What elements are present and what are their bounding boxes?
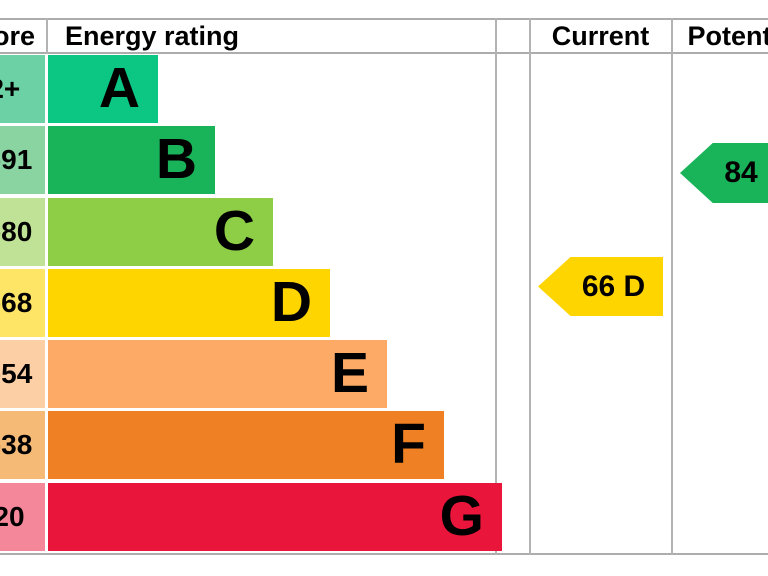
top-border-line xyxy=(0,18,768,20)
score-cell-a: 92+ xyxy=(0,55,45,123)
band-row-b: 81-91 B xyxy=(0,126,768,194)
score-range-b: 81-91 xyxy=(0,144,33,175)
band-row-d: 55-68 D xyxy=(0,269,768,337)
energy-rating-column-header: Energy rating xyxy=(65,21,240,51)
score-column-header: Score xyxy=(0,21,36,51)
score-range-d: 55-68 xyxy=(0,287,33,318)
band-bar-g: G xyxy=(48,483,502,551)
current-column-header: Current xyxy=(551,21,650,51)
current-column-left-divider xyxy=(529,18,531,555)
band-row-a: 92+ A xyxy=(0,55,768,123)
band-letter-b: B xyxy=(155,127,197,191)
header-bottom-line xyxy=(0,52,768,54)
score-cell-c: 69-80 xyxy=(0,198,45,266)
bottom-border-line xyxy=(0,553,768,555)
band-bar-a: A xyxy=(48,55,158,123)
band-letter-e: E xyxy=(330,341,369,405)
score-column-divider xyxy=(46,18,48,54)
score-cell-d: 55-68 xyxy=(0,269,45,337)
band-bar-c: C xyxy=(48,198,273,266)
potential-rating-value: 84 B xyxy=(724,156,768,189)
band-row-g: 1-20 G xyxy=(0,483,768,551)
band-bar-b: B xyxy=(48,126,215,194)
band-bar-f: F xyxy=(48,411,444,479)
band-letter-c: C xyxy=(213,199,255,263)
current-potential-divider xyxy=(671,18,673,555)
score-range-c: 69-80 xyxy=(0,216,33,247)
band-letter-d: D xyxy=(270,270,312,334)
band-letter-a: A xyxy=(98,56,140,120)
band-row-f: 21-38 F xyxy=(0,411,768,479)
band-letter-g: G xyxy=(439,484,484,548)
score-cell-e: 39-54 xyxy=(0,340,45,408)
band-bar-d: D xyxy=(48,269,330,337)
score-cell-g: 1-20 xyxy=(0,483,45,551)
band-letter-f: F xyxy=(391,412,426,476)
band-bar-e: E xyxy=(48,340,387,408)
score-range-f: 21-38 xyxy=(0,429,33,460)
band-row-c: 69-80 C xyxy=(0,198,768,266)
score-cell-b: 81-91 xyxy=(0,126,45,194)
rating-column-divider xyxy=(495,18,497,555)
band-row-e: 39-54 E xyxy=(0,340,768,408)
score-range-a: 92+ xyxy=(0,73,21,104)
score-cell-f: 21-38 xyxy=(0,411,45,479)
score-range-g: 1-20 xyxy=(0,501,25,532)
potential-column-header: Potential xyxy=(687,21,768,51)
score-range-e: 39-54 xyxy=(0,358,33,389)
current-rating-value: 66 D xyxy=(581,269,646,303)
